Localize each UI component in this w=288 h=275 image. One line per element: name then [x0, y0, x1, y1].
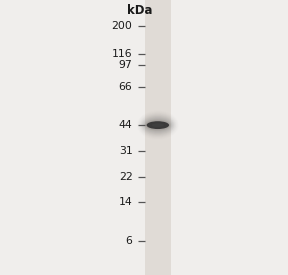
Text: 6: 6: [126, 236, 132, 246]
Text: 44: 44: [119, 120, 132, 130]
Text: 200: 200: [112, 21, 132, 31]
Text: 66: 66: [119, 82, 132, 92]
Ellipse shape: [144, 118, 172, 133]
Ellipse shape: [152, 123, 164, 127]
Text: 31: 31: [119, 146, 132, 156]
Ellipse shape: [145, 120, 170, 130]
Bar: [145, 0, 171, 275]
Ellipse shape: [145, 119, 171, 131]
Ellipse shape: [147, 121, 169, 129]
Text: 116: 116: [112, 49, 132, 59]
Text: 22: 22: [119, 172, 132, 182]
Text: 97: 97: [119, 60, 132, 70]
Text: 14: 14: [119, 197, 132, 207]
Text: kDa: kDa: [127, 4, 152, 18]
